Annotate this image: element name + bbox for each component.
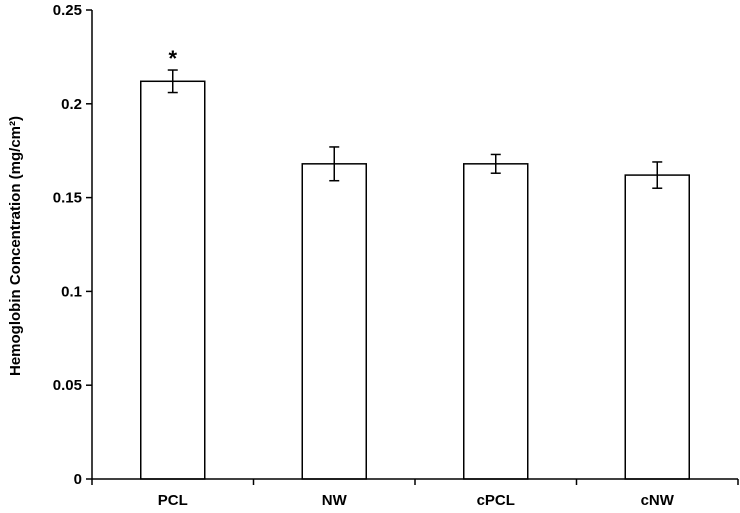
bar-pcl [140,80,206,480]
bar-nw [301,163,367,480]
y-tick-label: 0 [74,471,82,488]
y-tick-label: 0.1 [61,283,82,300]
x-category-label: cPCL [477,492,515,509]
y-tick-label: 0.05 [53,377,82,394]
y-axis-title: Hemoglobin Concentration (mg/cm²) [7,116,24,376]
x-category-label: PCL [158,492,188,509]
significance-marker: * [168,46,177,71]
bar-cpcl [463,163,529,480]
y-tick-label: 0.2 [61,96,82,113]
y-axis-ticks: 0 0.05 0.1 0.15 0.2 0.25 [53,2,92,488]
y-tick-label: 0.15 [53,190,82,207]
x-category-label: NW [322,492,348,509]
y-axis-title-group: Hemoglobin Concentration (mg/cm²) [7,116,24,376]
x-category-label: cNW [641,492,675,509]
bar-cnw [624,174,690,480]
y-tick-label: 0.25 [53,2,82,19]
x-axis-categories: PCL NW cPCL cNW [91,479,739,509]
bars-group: * [140,46,690,480]
